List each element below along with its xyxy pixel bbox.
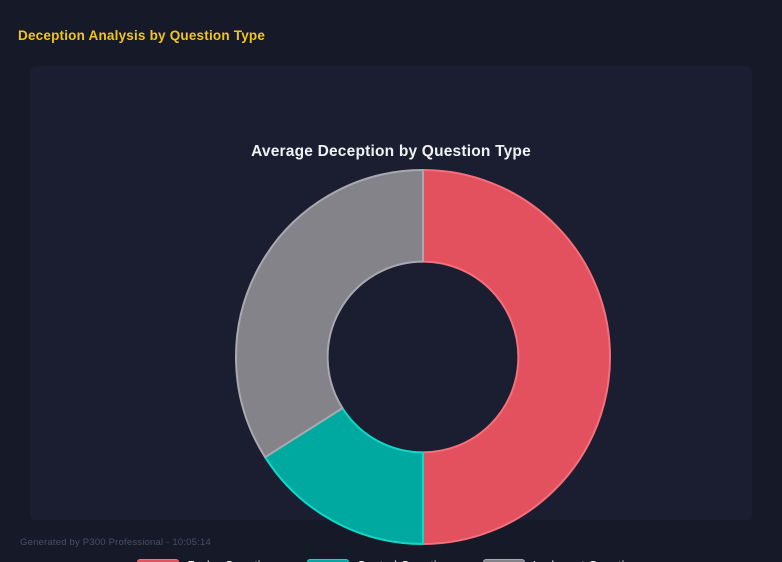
legend-label: Probe Questions: [187, 559, 280, 562]
legend-item-control-questions[interactable]: Control Questions: [306, 559, 457, 562]
legend-item-probe-questions[interactable]: Probe Questions: [137, 559, 281, 562]
legend-swatch-irrelevant-questions: [482, 559, 525, 562]
donut-segment-irrelevant-questions[interactable]: [235, 169, 424, 459]
footer-note: Generated by P300 Professional - 10:05:1…: [20, 537, 211, 548]
legend-label: Irrelevant Questions: [533, 559, 645, 562]
donut-segment-control-questions[interactable]: [264, 407, 424, 545]
donut-segment-probe-questions[interactable]: [422, 169, 611, 545]
chart-legend: Probe Questions Control Questions Irreleva…: [30, 559, 752, 562]
donut-chart: [235, 169, 611, 545]
legend-item-irrelevant-questions[interactable]: Irrelevant Questions: [482, 559, 645, 562]
chart-title: Average Deception by Question Type: [251, 143, 531, 160]
legend-swatch-control-questions: [306, 559, 349, 562]
legend-label: Control Questions: [357, 559, 457, 562]
chart-panel: Average Deception by Question Type Probe…: [30, 66, 752, 562]
page-title: Deception Analysis by Question Type: [18, 28, 266, 43]
